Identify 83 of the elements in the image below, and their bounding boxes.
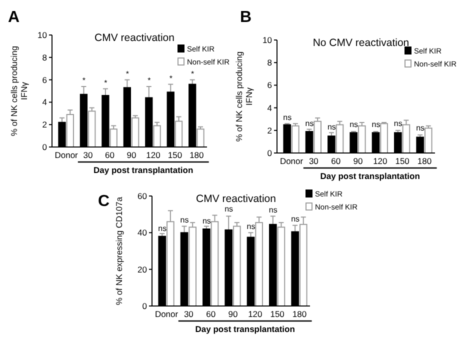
annotation: ns: [305, 118, 314, 128]
y-tick-label: 4: [42, 97, 48, 108]
y-tick-label: 8: [267, 58, 272, 68]
x-tick-label: 180: [190, 150, 204, 160]
bar: [66, 114, 74, 148]
bar: [196, 128, 204, 148]
x-tick-label: 90: [353, 156, 363, 166]
y-tick-label: 4: [267, 102, 272, 113]
annotation: ns: [224, 204, 234, 214]
annotation: ns: [350, 120, 358, 130]
text: B: [240, 9, 252, 26]
y-tick-label: 0: [42, 142, 48, 152]
x-tick-label: Donor: [280, 156, 304, 166]
annotation: ns: [372, 120, 380, 130]
annotation: *: [169, 74, 172, 83]
annotation: *: [191, 69, 194, 78]
x-tick-label: 150: [270, 309, 285, 319]
bar: [174, 120, 183, 148]
annotation: *: [126, 69, 129, 78]
y-axis-title: % of NK cells producing IFNγ: [9, 46, 29, 136]
y-tick-label: 20: [138, 264, 148, 274]
bar: [424, 128, 432, 154]
bar: [88, 110, 96, 148]
y-tick-label: 0: [267, 148, 272, 158]
annotation: ns: [327, 122, 336, 132]
chart-title: CMV reactivation: [94, 32, 175, 44]
x-tick-label: 150: [168, 150, 182, 160]
bar: [292, 125, 300, 154]
y-tick-label: 6: [42, 74, 48, 85]
x-tick-label: 90: [228, 309, 238, 319]
x-axis-title: Day post transplantation: [320, 171, 420, 181]
annotation: *: [104, 78, 108, 88]
x-axis-title: Day post transplantation: [195, 324, 295, 334]
y-axis-title: % of NK cells producing IFNγ: [234, 51, 254, 142]
bar: [153, 125, 161, 148]
bar: [110, 128, 118, 148]
y-tick-label: 2: [42, 120, 48, 130]
x-tick-label: 60: [105, 150, 115, 160]
x-tick-label: 90: [126, 150, 136, 160]
text: C: [98, 193, 110, 210]
x-tick-label: 180: [292, 309, 307, 319]
bar: [132, 117, 140, 148]
x-tick-label: 180: [417, 156, 432, 166]
annotation: ns: [394, 118, 402, 128]
x-tick-label: Donor: [154, 309, 178, 319]
x-tick-label: 30: [184, 309, 194, 319]
x-tick-label: 120: [146, 150, 161, 160]
annotation: ns: [268, 206, 278, 214]
y-tick-label: 10: [262, 34, 272, 45]
y-tick-label: 10: [38, 30, 48, 40]
bar: [402, 124, 410, 154]
x-tick-label: 150: [395, 156, 410, 166]
bar: [336, 124, 344, 154]
bar: [358, 125, 366, 154]
bar: [277, 226, 286, 306]
x-axis-title: Day post transplantation: [94, 165, 194, 175]
y-tick-label: 6: [267, 80, 272, 90]
x-tick-label: 30: [308, 156, 319, 166]
x-tick-label: Donor: [54, 150, 78, 160]
x-tick-label: 60: [331, 156, 341, 166]
chart-title: CMV reactivation: [196, 193, 276, 205]
x-tick-label: 120: [248, 309, 263, 319]
x-tick-label: 30: [83, 150, 94, 160]
annotation: *: [82, 76, 86, 86]
y-tick-label: 8: [42, 52, 48, 62]
x-tick-label: 120: [373, 156, 388, 166]
annotation: ns: [158, 224, 167, 233]
annotation: *: [148, 76, 151, 86]
chart-title: No CMV reactivation: [312, 37, 410, 49]
annotation: ns: [283, 113, 292, 122]
y-tick-label: 60: [138, 190, 148, 201]
text: A: [8, 9, 20, 26]
x-tick-label: 60: [206, 309, 216, 319]
annotation: ns: [416, 123, 425, 132]
annotation: ns: [291, 214, 300, 224]
annotation: ns: [246, 222, 256, 231]
annotation: ns: [202, 216, 211, 226]
y-tick-label: 40: [138, 228, 148, 238]
y-tick-label: 2: [267, 125, 272, 136]
annotation: ns: [180, 216, 189, 225]
y-tick-label: 0: [142, 300, 148, 311]
y-axis-title: % of NK expressing CD107a: [114, 196, 124, 306]
bar: [233, 226, 241, 306]
